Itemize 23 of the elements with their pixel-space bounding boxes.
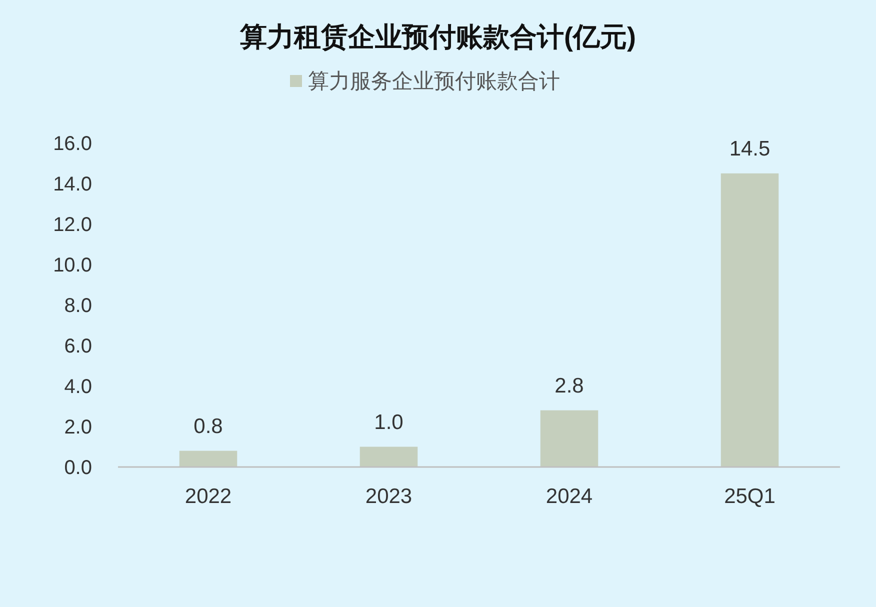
y-tick-label: 6.0 <box>64 336 92 358</box>
data-label: 14.5 <box>729 137 770 160</box>
y-tick-label: 16.0 <box>53 133 92 155</box>
x-tick-label: 2024 <box>546 485 593 508</box>
data-label: 0.8 <box>194 414 223 438</box>
x-tick-label: 2023 <box>365 485 412 508</box>
y-tick-label: 0.0 <box>64 457 92 479</box>
chart-title: 算力租赁企业预付账款合计(亿元) <box>239 22 636 52</box>
y-tick-label: 2.0 <box>64 416 92 438</box>
data-label: 2.8 <box>554 374 584 398</box>
bar <box>540 410 598 467</box>
data-label: 1.0 <box>374 410 404 434</box>
bar <box>720 173 779 467</box>
bar <box>179 450 238 467</box>
x-tick-label: 2022 <box>184 485 232 508</box>
bar <box>360 446 418 467</box>
y-tick-label: 4.0 <box>64 376 92 398</box>
y-tick-label: 12.0 <box>53 214 92 236</box>
x-tick-label: 25Q1 <box>724 485 776 508</box>
y-tick-label: 10.0 <box>53 254 92 276</box>
y-tick-label: 8.0 <box>64 295 92 317</box>
legend-label: 算力服务企业预付账款合计 <box>308 70 560 93</box>
y-tick-label: 14.0 <box>53 174 92 196</box>
